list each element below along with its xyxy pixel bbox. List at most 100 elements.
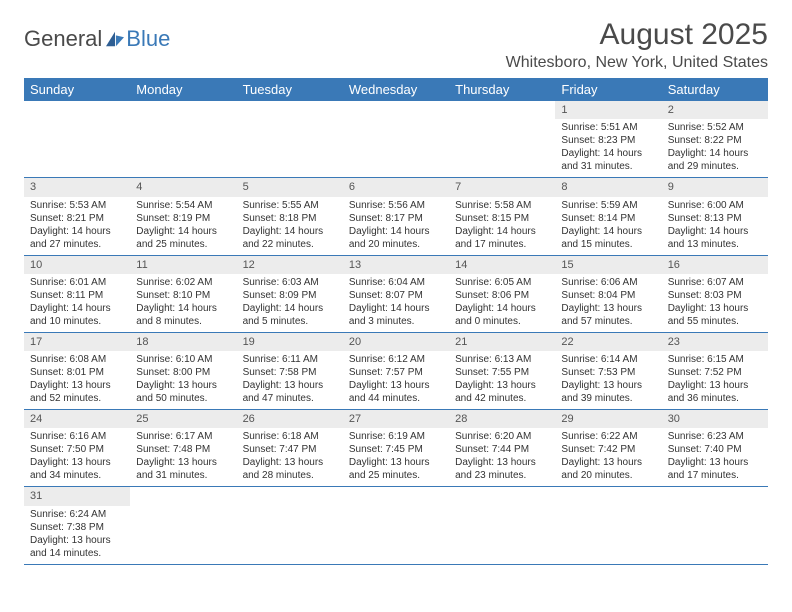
daylight-text: Daylight: 13 hours and 34 minutes. <box>30 456 124 482</box>
day-body: Sunrise: 5:54 AMSunset: 8:19 PMDaylight:… <box>130 197 236 255</box>
sunset-text: Sunset: 8:21 PM <box>30 212 124 225</box>
daylight-text: Daylight: 13 hours and 47 minutes. <box>243 379 337 405</box>
sunrise-text: Sunrise: 6:16 AM <box>30 430 124 443</box>
daylight-text: Daylight: 14 hours and 13 minutes. <box>668 225 762 251</box>
day-number: 9 <box>662 178 768 196</box>
day-body <box>237 119 343 125</box>
day-number: 6 <box>343 178 449 196</box>
day-number: 12 <box>237 256 343 274</box>
sunrise-text: Sunrise: 6:14 AM <box>561 353 655 366</box>
day-number: 22 <box>555 333 661 351</box>
sunset-text: Sunset: 7:57 PM <box>349 366 443 379</box>
day-cell: 1Sunrise: 5:51 AMSunset: 8:23 PMDaylight… <box>555 101 661 178</box>
week-row: 1Sunrise: 5:51 AMSunset: 8:23 PMDaylight… <box>24 101 768 178</box>
day-body: Sunrise: 6:14 AMSunset: 7:53 PMDaylight:… <box>555 351 661 409</box>
day-cell: 20 Sunrise: 6:12 AMSunset: 7:57 PMDayligh… <box>343 332 449 409</box>
daylight-text: Daylight: 13 hours and 57 minutes. <box>561 302 655 328</box>
sunset-text: Sunset: 8:01 PM <box>30 366 124 379</box>
calendar-table: Sunday Monday Tuesday Wednesday Thursday… <box>24 78 768 565</box>
day-body: Sunrise: 6:00 AMSunset: 8:13 PMDaylight:… <box>662 197 768 255</box>
day-body: Sunrise: 5:55 AMSunset: 8:18 PMDaylight:… <box>237 197 343 255</box>
day-body <box>343 506 449 512</box>
daylight-text: Daylight: 14 hours and 22 minutes. <box>243 225 337 251</box>
day-number: 23 <box>662 333 768 351</box>
week-row: 10Sunrise: 6:01 AMSunset: 8:11 PMDayligh… <box>24 255 768 332</box>
daylight-text: Daylight: 14 hours and 20 minutes. <box>349 225 443 251</box>
sunrise-text: Sunrise: 6:05 AM <box>455 276 549 289</box>
daylight-text: Daylight: 13 hours and 23 minutes. <box>455 456 549 482</box>
day-cell: 28Sunrise: 6:20 AMSunset: 7:44 PMDayligh… <box>449 410 555 487</box>
day-cell: 5Sunrise: 5:55 AMSunset: 8:18 PMDaylight… <box>237 178 343 255</box>
sunrise-text: Sunrise: 6:12 AM <box>349 353 443 366</box>
day-cell: 24Sunrise: 6:16 AMSunset: 7:50 PMDayligh… <box>24 410 130 487</box>
day-cell <box>343 487 449 564</box>
title-block: August 2025 Whitesboro, New York, United… <box>506 18 768 72</box>
sunrise-text: Sunrise: 6:03 AM <box>243 276 337 289</box>
day-cell: 11Sunrise: 6:02 AMSunset: 8:10 PMDayligh… <box>130 255 236 332</box>
sunset-text: Sunset: 8:17 PM <box>349 212 443 225</box>
sunset-text: Sunset: 8:23 PM <box>561 134 655 147</box>
sunset-text: Sunset: 8:10 PM <box>136 289 230 302</box>
day-cell: 9Sunrise: 6:00 AMSunset: 8:13 PMDaylight… <box>662 178 768 255</box>
sunrise-text: Sunrise: 6:08 AM <box>30 353 124 366</box>
day-cell <box>449 487 555 564</box>
day-cell: 18Sunrise: 6:10 AMSunset: 8:00 PMDayligh… <box>130 332 236 409</box>
day-cell <box>343 101 449 178</box>
sunrise-text: Sunrise: 6:24 AM <box>30 508 124 521</box>
day-cell: 2Sunrise: 5:52 AMSunset: 8:22 PMDaylight… <box>662 101 768 178</box>
sunset-text: Sunset: 8:11 PM <box>30 289 124 302</box>
day-number: 11 <box>130 256 236 274</box>
daylight-text: Daylight: 13 hours and 55 minutes. <box>668 302 762 328</box>
daylight-text: Daylight: 14 hours and 29 minutes. <box>668 147 762 173</box>
day-cell: 31Sunrise: 6:24 AMSunset: 7:38 PMDayligh… <box>24 487 130 564</box>
day-body: Sunrise: 6:07 AMSunset: 8:03 PMDaylight:… <box>662 274 768 332</box>
day-number: 1 <box>555 101 661 119</box>
sunrise-text: Sunrise: 6:15 AM <box>668 353 762 366</box>
sunrise-text: Sunrise: 6:19 AM <box>349 430 443 443</box>
daylight-text: Daylight: 13 hours and 17 minutes. <box>668 456 762 482</box>
sunrise-text: Sunrise: 6:06 AM <box>561 276 655 289</box>
dow-header: Thursday <box>449 78 555 101</box>
daylight-text: Daylight: 13 hours and 44 minutes. <box>349 379 443 405</box>
week-row: 17Sunrise: 6:08 AMSunset: 8:01 PMDayligh… <box>24 332 768 409</box>
day-number: 20 <box>343 333 449 351</box>
day-body: Sunrise: 6:19 AMSunset: 7:45 PMDaylight:… <box>343 428 449 486</box>
sunrise-text: Sunrise: 6:07 AM <box>668 276 762 289</box>
day-body: Sunrise: 6:01 AMSunset: 8:11 PMDaylight:… <box>24 274 130 332</box>
day-number <box>237 101 343 119</box>
day-body: Sunrise: 6:05 AMSunset: 8:06 PMDaylight:… <box>449 274 555 332</box>
daylight-text: Daylight: 13 hours and 28 minutes. <box>243 456 337 482</box>
day-body: Sunrise: 6:17 AMSunset: 7:48 PMDaylight:… <box>130 428 236 486</box>
daylight-text: Daylight: 13 hours and 20 minutes. <box>561 456 655 482</box>
daylight-text: Daylight: 13 hours and 31 minutes. <box>136 456 230 482</box>
day-body: Sunrise: 6:24 AMSunset: 7:38 PMDaylight:… <box>24 506 130 564</box>
sunset-text: Sunset: 7:40 PM <box>668 443 762 456</box>
day-cell: 19Sunrise: 6:11 AMSunset: 7:58 PMDayligh… <box>237 332 343 409</box>
day-body: Sunrise: 6:10 AMSunset: 8:00 PMDaylight:… <box>130 351 236 409</box>
dow-header: Saturday <box>662 78 768 101</box>
day-number <box>24 101 130 119</box>
day-number: 18 <box>130 333 236 351</box>
month-title: August 2025 <box>506 18 768 52</box>
header: General Blue August 2025 Whitesboro, New… <box>24 18 768 72</box>
location-text: Whitesboro, New York, United States <box>506 54 768 72</box>
day-body: Sunrise: 5:53 AMSunset: 8:21 PMDaylight:… <box>24 197 130 255</box>
day-cell: 8Sunrise: 5:59 AMSunset: 8:14 PMDaylight… <box>555 178 661 255</box>
day-number: 17 <box>24 333 130 351</box>
daylight-text: Daylight: 13 hours and 52 minutes. <box>30 379 124 405</box>
day-body: Sunrise: 6:23 AMSunset: 7:40 PMDaylight:… <box>662 428 768 486</box>
sunset-text: Sunset: 8:07 PM <box>349 289 443 302</box>
day-cell: 12Sunrise: 6:03 AMSunset: 8:09 PMDayligh… <box>237 255 343 332</box>
day-body <box>449 119 555 125</box>
day-number: 8 <box>555 178 661 196</box>
daylight-text: Daylight: 13 hours and 25 minutes. <box>349 456 443 482</box>
sunset-text: Sunset: 7:47 PM <box>243 443 337 456</box>
dow-header: Friday <box>555 78 661 101</box>
day-body: Sunrise: 6:08 AMSunset: 8:01 PMDaylight:… <box>24 351 130 409</box>
daylight-text: Daylight: 13 hours and 14 minutes. <box>30 534 124 560</box>
sunset-text: Sunset: 7:58 PM <box>243 366 337 379</box>
day-number: 15 <box>555 256 661 274</box>
day-cell <box>555 487 661 564</box>
day-body <box>130 119 236 125</box>
day-cell: 4Sunrise: 5:54 AMSunset: 8:19 PMDaylight… <box>130 178 236 255</box>
